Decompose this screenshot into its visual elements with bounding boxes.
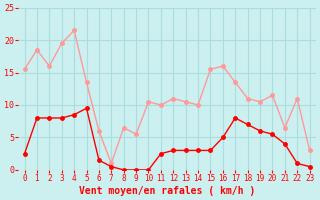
X-axis label: Vent moyen/en rafales ( km/h ): Vent moyen/en rafales ( km/h ) <box>79 186 255 196</box>
